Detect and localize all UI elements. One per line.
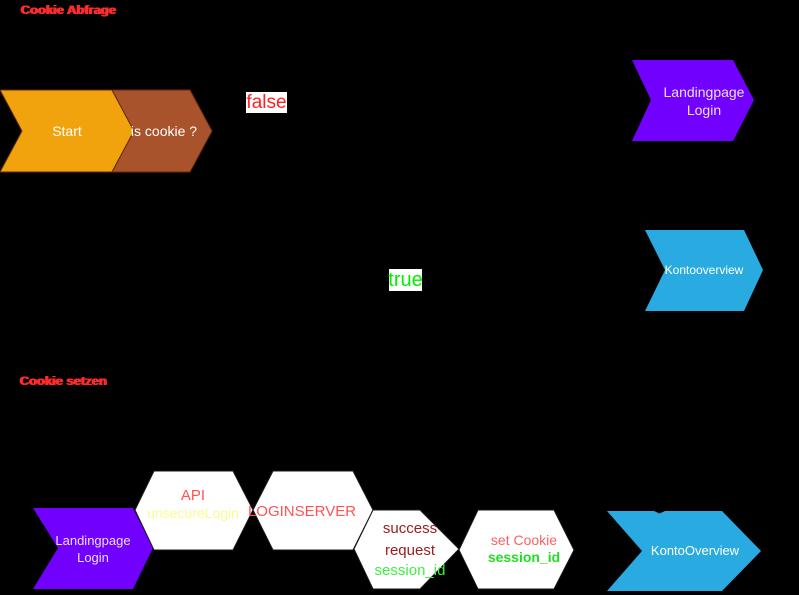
svg-text:success: success (383, 520, 437, 537)
svg-text:Kontooverview: Kontooverview (665, 263, 744, 277)
svg-text:Start: Start (52, 123, 82, 139)
svg-text:session_id: session_id (375, 562, 446, 579)
svg-text:API: API (181, 487, 205, 504)
svg-text:request: request (385, 542, 436, 559)
svg-text:Login: Login (77, 550, 109, 565)
svg-text:Landingpage: Landingpage (55, 533, 130, 548)
svg-text:Login: Login (687, 102, 721, 118)
svg-text:Landingpage: Landingpage (664, 84, 745, 100)
svg-text:KontoOverview: KontoOverview (651, 543, 740, 558)
svg-text:set Cookie: set Cookie (491, 532, 557, 548)
svg-text:unsecureLogin: unsecureLogin (147, 505, 239, 521)
svg-text:LOGINSERVER: LOGINSERVER (248, 503, 356, 520)
svg-text:session_id: session_id (488, 549, 560, 565)
svg-text:is cookie ?: is cookie ? (131, 123, 197, 139)
